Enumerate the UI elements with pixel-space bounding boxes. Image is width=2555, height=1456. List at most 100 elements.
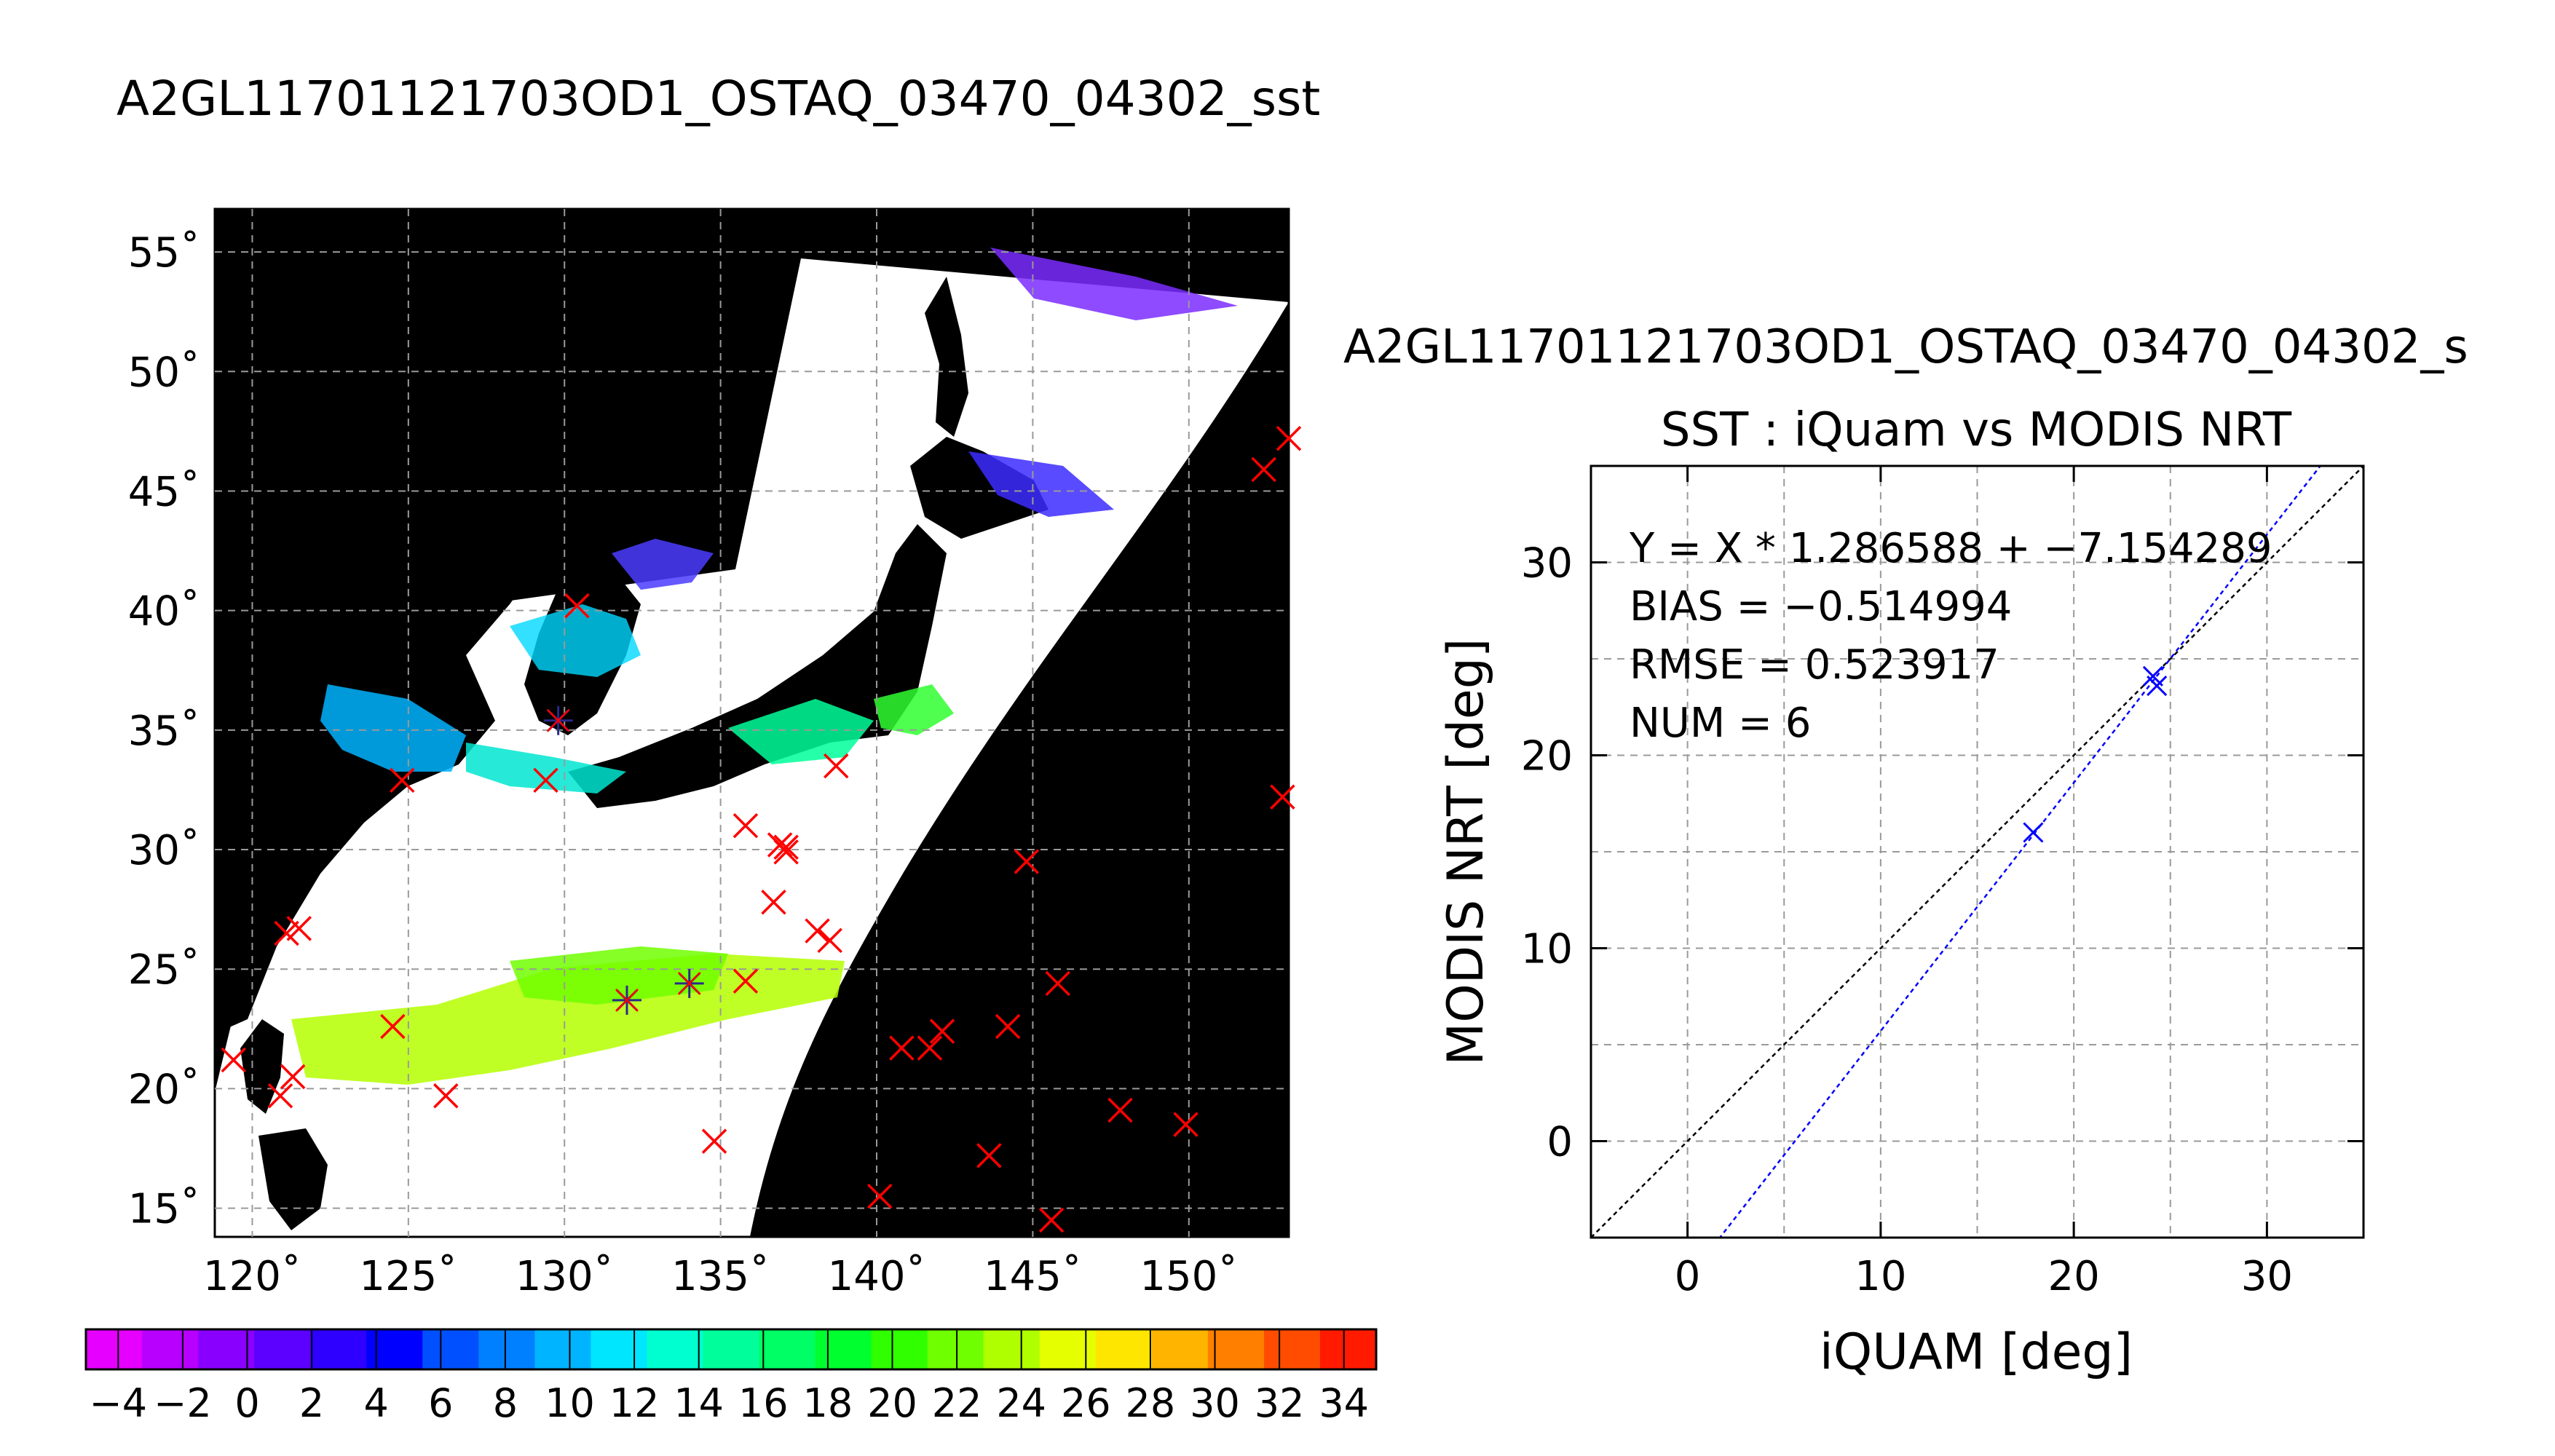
iquam-point: [867, 1183, 893, 1209]
colorbar-cell: [1319, 1329, 1377, 1369]
iquam-point: [824, 753, 849, 779]
iquam-point: [701, 1128, 727, 1154]
colorbar-cell: [254, 1329, 311, 1369]
iquam-point: [917, 1035, 943, 1061]
colorbar-tick-label: 14: [674, 1380, 724, 1426]
lon-tick-label: 130˚: [516, 1253, 614, 1300]
iquam-point: [805, 918, 830, 943]
scatter-ticks: 0 10 20 30 0 10 20 30: [1521, 466, 2364, 1300]
colorbar-cell: [478, 1329, 535, 1369]
iquam-point: [889, 1035, 915, 1061]
colorbar-tick-label: 12: [609, 1380, 660, 1426]
iquam-point: [533, 767, 558, 794]
scatter-title: SST : iQuam vs MODIS NRT: [1661, 403, 2292, 457]
colorbar-tick-label: 26: [1061, 1380, 1111, 1426]
out-of-swath: [750, 302, 1289, 1237]
scatter-top-title: A2GL11701121703OD1_OSTAQ_03470_04302_s: [1343, 320, 2468, 374]
colorbar-cell: [591, 1329, 647, 1369]
x-tick-label: 10: [1855, 1253, 1906, 1300]
iquam-point: [773, 834, 799, 860]
land-luzon: [258, 1128, 328, 1230]
matchup-point-cross: [615, 989, 639, 1012]
colorbar-cell: [647, 1329, 703, 1369]
scatter-points: [2023, 665, 2168, 843]
colorbar-frame: [84, 1328, 1378, 1371]
iquam-point: [280, 1064, 306, 1090]
sst-map: 120˚ 125˚ 130˚ 135˚ 140˚ 145˚ 150˚ 55˚ 50˚ 45˚ 40…: [128, 207, 1302, 1300]
colorbar-labels: −4 −2 0 2 4 6 8 10 12 14 16 18 20 22 24 26 28 30 32 34: [89, 1380, 1369, 1426]
lat-tick-label: 30˚: [128, 827, 200, 874]
colorbar-tick-label: 28: [1126, 1380, 1176, 1426]
iquam-point: [1173, 1112, 1198, 1137]
iquam-point: [221, 1047, 246, 1073]
colorbar-cell: [86, 1329, 143, 1369]
colorbar-tick-label: 6: [428, 1380, 453, 1426]
scatter-point: [2023, 822, 2044, 843]
colorbar-cell: [1039, 1329, 1097, 1369]
iquam-point: [1038, 1207, 1065, 1233]
map-grid: [215, 209, 1289, 1237]
colorbar-cell: [310, 1329, 367, 1369]
iquam-point: [929, 1018, 955, 1044]
colorbar-cell: [703, 1329, 760, 1369]
stats-num: NUM = 6: [1630, 700, 1811, 747]
x-axis-label: iQUAM [deg]: [1820, 1324, 2133, 1381]
colorbar-tick-label: 16: [738, 1380, 789, 1426]
iquam-point: [732, 812, 759, 839]
iquam-point: [1276, 425, 1302, 451]
colorbar-tick-label: −4: [89, 1380, 147, 1426]
colorbar-cells: [86, 1329, 1377, 1369]
colorbar-cell: [534, 1329, 591, 1369]
map-lat-labels: 55˚ 50˚ 45˚ 40˚ 35˚ 30˚ 25˚ 20˚ 15˚: [128, 229, 200, 1233]
y-tick-label: 10: [1521, 926, 1573, 973]
iquam-point: [267, 1083, 293, 1109]
stats-rmse: RMSE = 0.523917: [1630, 641, 1999, 689]
lon-tick-label: 150˚: [1140, 1253, 1238, 1300]
colorbar-tick-label: 8: [493, 1380, 518, 1426]
lon-tick-label: 140˚: [828, 1253, 926, 1300]
sst-east-china-sea: [466, 743, 626, 794]
sst-okhotsk: [990, 248, 1238, 320]
colorbar-tick-label: 34: [1319, 1380, 1369, 1426]
lat-tick-label: 35˚: [128, 708, 200, 755]
colorbar-cell: [1263, 1329, 1321, 1369]
lat-tick-label: 45˚: [128, 468, 200, 515]
lat-tick-label: 55˚: [128, 229, 200, 277]
lat-tick-label: 50˚: [128, 349, 200, 396]
map-lon-labels: 120˚ 125˚ 130˚ 135˚ 140˚ 145˚ 150˚: [203, 1253, 1238, 1300]
iquam-point: [1014, 849, 1040, 874]
lat-tick-label: 40˚: [128, 588, 200, 636]
iquam-point: [1270, 784, 1295, 810]
scatter-frame: [1590, 464, 2365, 1239]
iquam-point: [995, 1013, 1021, 1040]
sst-kuroshio: [874, 684, 954, 735]
iquam-point: [732, 968, 759, 994]
colorbar-tick-label: 2: [299, 1380, 324, 1426]
y-tick-label: 30: [1521, 540, 1573, 587]
scatter-panel: A2GL11701121703OD1_OSTAQ_03470_04302_s S…: [1343, 320, 2468, 1381]
colorbar-cell: [422, 1329, 479, 1369]
land-china: [215, 209, 765, 1034]
figure-title: A2GL11701121703OD1_OSTAQ_03470_04302_sst: [117, 71, 1320, 127]
lat-tick-label: 20˚: [128, 1066, 200, 1113]
lon-tick-label: 125˚: [359, 1253, 457, 1300]
sst-japan-sea-north: [612, 539, 714, 590]
colorbar-tick-label: 4: [364, 1380, 389, 1426]
lon-tick-label: 145˚: [984, 1253, 1082, 1300]
colorbar-tick-label: 10: [545, 1380, 595, 1426]
scatter-point: [2147, 676, 2168, 697]
y-axis-label: MODIS NRT [deg]: [1437, 638, 1495, 1066]
iquam-point: [761, 890, 786, 915]
lon-tick-label: 135˚: [671, 1253, 770, 1300]
fit-line: [1718, 466, 2322, 1238]
colorbar-cell: [927, 1329, 984, 1369]
matchup-point-cross: [677, 972, 701, 995]
colorbar-cell: [871, 1329, 928, 1369]
x-tick-label: 20: [2047, 1253, 2099, 1300]
colorbar-tick-label: 18: [803, 1380, 853, 1426]
iquam-point: [1045, 970, 1070, 997]
iquam-point: [976, 1143, 1002, 1168]
iquam-point: [433, 1083, 459, 1109]
sst-japan-sea: [510, 604, 641, 677]
